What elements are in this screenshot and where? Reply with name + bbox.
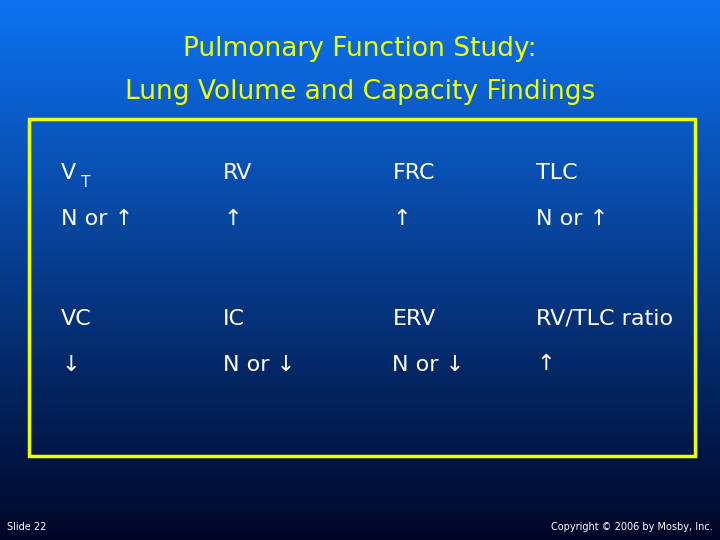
Text: ↑: ↑	[536, 354, 555, 375]
Text: N or ↑: N or ↑	[536, 208, 608, 229]
Text: ↑: ↑	[392, 208, 411, 229]
Text: T: T	[81, 175, 91, 190]
Text: ↓: ↓	[61, 354, 80, 375]
Text: V: V	[61, 163, 76, 183]
Text: RV/TLC ratio: RV/TLC ratio	[536, 308, 673, 329]
Text: TLC: TLC	[536, 163, 578, 183]
Text: ↑: ↑	[223, 208, 242, 229]
Text: Pulmonary Function Study:: Pulmonary Function Study:	[183, 36, 537, 62]
Text: RV: RV	[223, 163, 253, 183]
Text: Slide 22: Slide 22	[7, 522, 47, 531]
Text: N or ↓: N or ↓	[223, 354, 295, 375]
Text: N or ↑: N or ↑	[61, 208, 133, 229]
Text: Copyright © 2006 by Mosby, Inc.: Copyright © 2006 by Mosby, Inc.	[551, 522, 713, 531]
Text: ERV: ERV	[392, 308, 436, 329]
Text: IC: IC	[223, 308, 246, 329]
Text: VC: VC	[61, 308, 92, 329]
Text: Lung Volume and Capacity Findings: Lung Volume and Capacity Findings	[125, 79, 595, 105]
Text: FRC: FRC	[392, 163, 435, 183]
Text: N or ↓: N or ↓	[392, 354, 464, 375]
